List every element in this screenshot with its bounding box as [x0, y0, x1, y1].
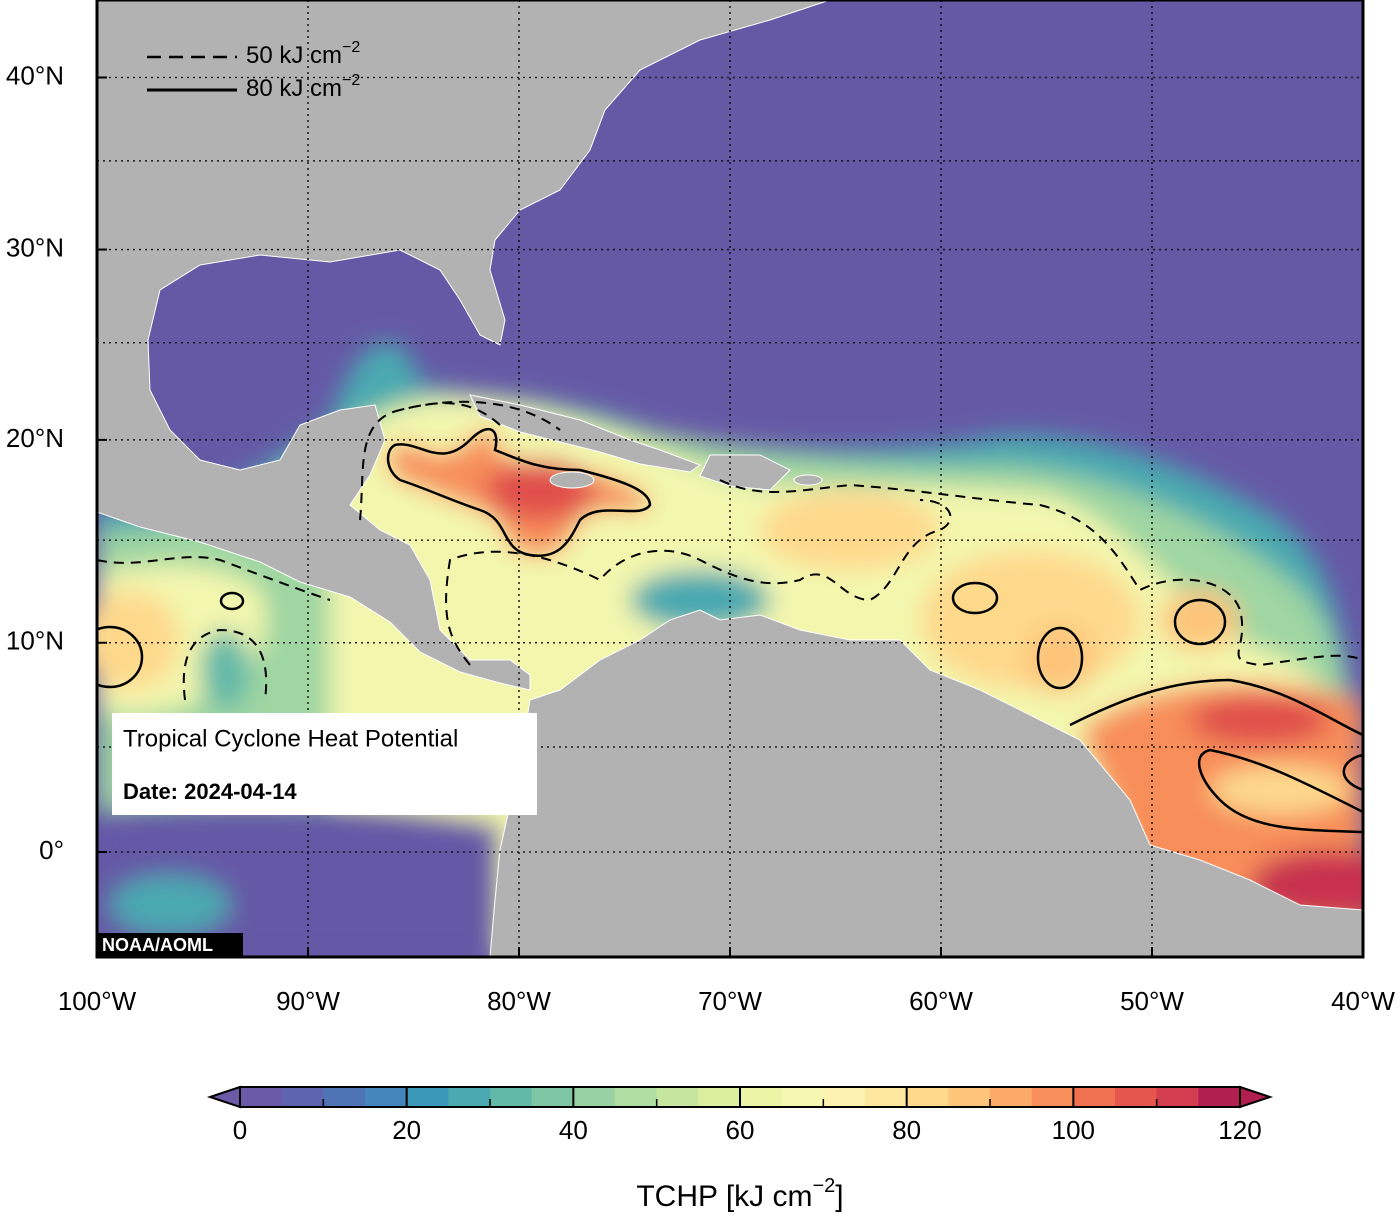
colorbar-segment — [740, 1087, 783, 1107]
colorbar-segment — [823, 1087, 866, 1107]
colorbar-segment — [990, 1087, 1033, 1107]
contour-80 — [951, 581, 999, 615]
lon-tick-label: 60°W — [909, 986, 973, 1016]
colorbar-segment — [615, 1087, 658, 1107]
contour-50 — [445, 499, 952, 666]
colorbar-label-exponent: −2 — [812, 1175, 835, 1197]
colorbar-segment — [1031, 1087, 1074, 1107]
colorbar-segment — [656, 1087, 699, 1107]
lat-tick-label: 10°N — [6, 626, 64, 656]
colorbar-segment — [1156, 1087, 1199, 1107]
colorbar-tick-label: 100 — [1052, 1115, 1095, 1145]
colorbar-segment — [948, 1087, 991, 1107]
contour-legend: 50 kJ cm−2 80 kJ cm−2 — [147, 39, 360, 102]
credit: NOAA/AOML — [102, 935, 213, 955]
lon-tick-label: 90°W — [276, 986, 340, 1016]
heat-pacific-teal — [110, 875, 230, 935]
lat-tick-label: 40°N — [6, 60, 64, 90]
credit-box — [97, 933, 243, 957]
contour-50 — [97, 556, 331, 601]
colorbar-tick-label: 40 — [559, 1115, 588, 1145]
colorbar-label-text: TCHP [kJ cm — [636, 1180, 812, 1213]
jamaica — [549, 471, 595, 489]
info-box — [112, 713, 537, 815]
lat-tick-label: 20°N — [6, 423, 64, 453]
lon-tick-label: 100°W — [58, 986, 137, 1016]
legend-exponent: −2 — [342, 39, 360, 56]
colorbar-label: TCHP [kJ cm−2] — [636, 1175, 843, 1213]
heat-light-orange — [97, 590, 180, 690]
legend-text: 80 kJ cm — [246, 75, 342, 102]
lon-tick-label: 80°W — [487, 986, 551, 1016]
colorbar-segment — [323, 1087, 366, 1107]
lat-tick-label: 30°N — [6, 232, 64, 262]
heat-light-orange — [1025, 625, 1095, 695]
contour-80 — [1173, 598, 1227, 646]
legend-exponent: −2 — [342, 72, 360, 89]
contour-80 — [97, 625, 144, 689]
lat-tick-label: 0° — [39, 835, 64, 865]
colorbar-segment — [865, 1087, 908, 1107]
heat-light-orange — [760, 490, 940, 570]
cuba — [469, 394, 702, 473]
colorbar-segment — [448, 1087, 491, 1107]
colorbar-tick-label: 120 — [1218, 1115, 1261, 1145]
contour-80 — [1342, 753, 1363, 792]
colorbar-tick-label: 20 — [392, 1115, 421, 1145]
contours — [97, 400, 1363, 834]
contour-80 — [219, 591, 245, 611]
contour-80 — [1198, 748, 1363, 834]
map-frame — [95, 0, 1365, 959]
colorbar-segment — [573, 1087, 616, 1107]
colorbar-segment — [781, 1087, 824, 1107]
puerto-rico — [793, 474, 823, 486]
lon-tick-label: 40°W — [1331, 986, 1395, 1016]
contour-80 — [386, 427, 652, 558]
contour-50 — [182, 628, 268, 701]
contour-80 — [1069, 678, 1363, 737]
heat-teal — [630, 570, 770, 630]
colorbar-tick-label: 80 — [892, 1115, 921, 1145]
heat-light-orange — [1210, 765, 1350, 815]
colorbar-tick-label: 0 — [233, 1115, 247, 1145]
legend-text: 50 kJ cm — [246, 42, 342, 69]
colorbar-segment — [240, 1087, 283, 1107]
legend-label: 50 kJ cm−2 — [246, 39, 360, 69]
lon-tick-label: 50°W — [1120, 986, 1184, 1016]
info-title: Tropical Cyclone Heat Potential — [123, 725, 458, 752]
colorbar: 0 20 40 60 80 100 120 — [206, 1085, 1274, 1145]
colorbar-label-end: ] — [835, 1180, 843, 1213]
lon-tick-label: 70°W — [698, 986, 762, 1016]
heat-red — [1190, 695, 1330, 745]
north-america — [97, 0, 831, 691]
colorbar-segment — [906, 1087, 949, 1107]
colorbar-extend-high — [1239, 1085, 1274, 1109]
colorbar-segment — [1115, 1087, 1158, 1107]
info-date: Date: 2024-04-14 — [123, 779, 297, 804]
colorbar-segment — [406, 1087, 449, 1107]
colorbar-segment — [490, 1087, 533, 1107]
south-america — [489, 609, 1363, 957]
legend-label: 80 kJ cm−2 — [246, 72, 360, 102]
colorbar-segment — [1073, 1087, 1116, 1107]
heat-teal — [200, 630, 250, 710]
colorbar-segment — [281, 1087, 324, 1107]
colorbar-segment — [1198, 1087, 1241, 1107]
contour-80 — [1036, 626, 1084, 690]
contour-50 — [719, 479, 1363, 667]
colorbar-segment — [365, 1087, 408, 1107]
colorbar-extend-low — [206, 1085, 241, 1109]
colorbar-tick-label: 60 — [726, 1115, 755, 1145]
colorbar-segment — [531, 1087, 574, 1107]
colorbar-segment — [698, 1087, 741, 1107]
